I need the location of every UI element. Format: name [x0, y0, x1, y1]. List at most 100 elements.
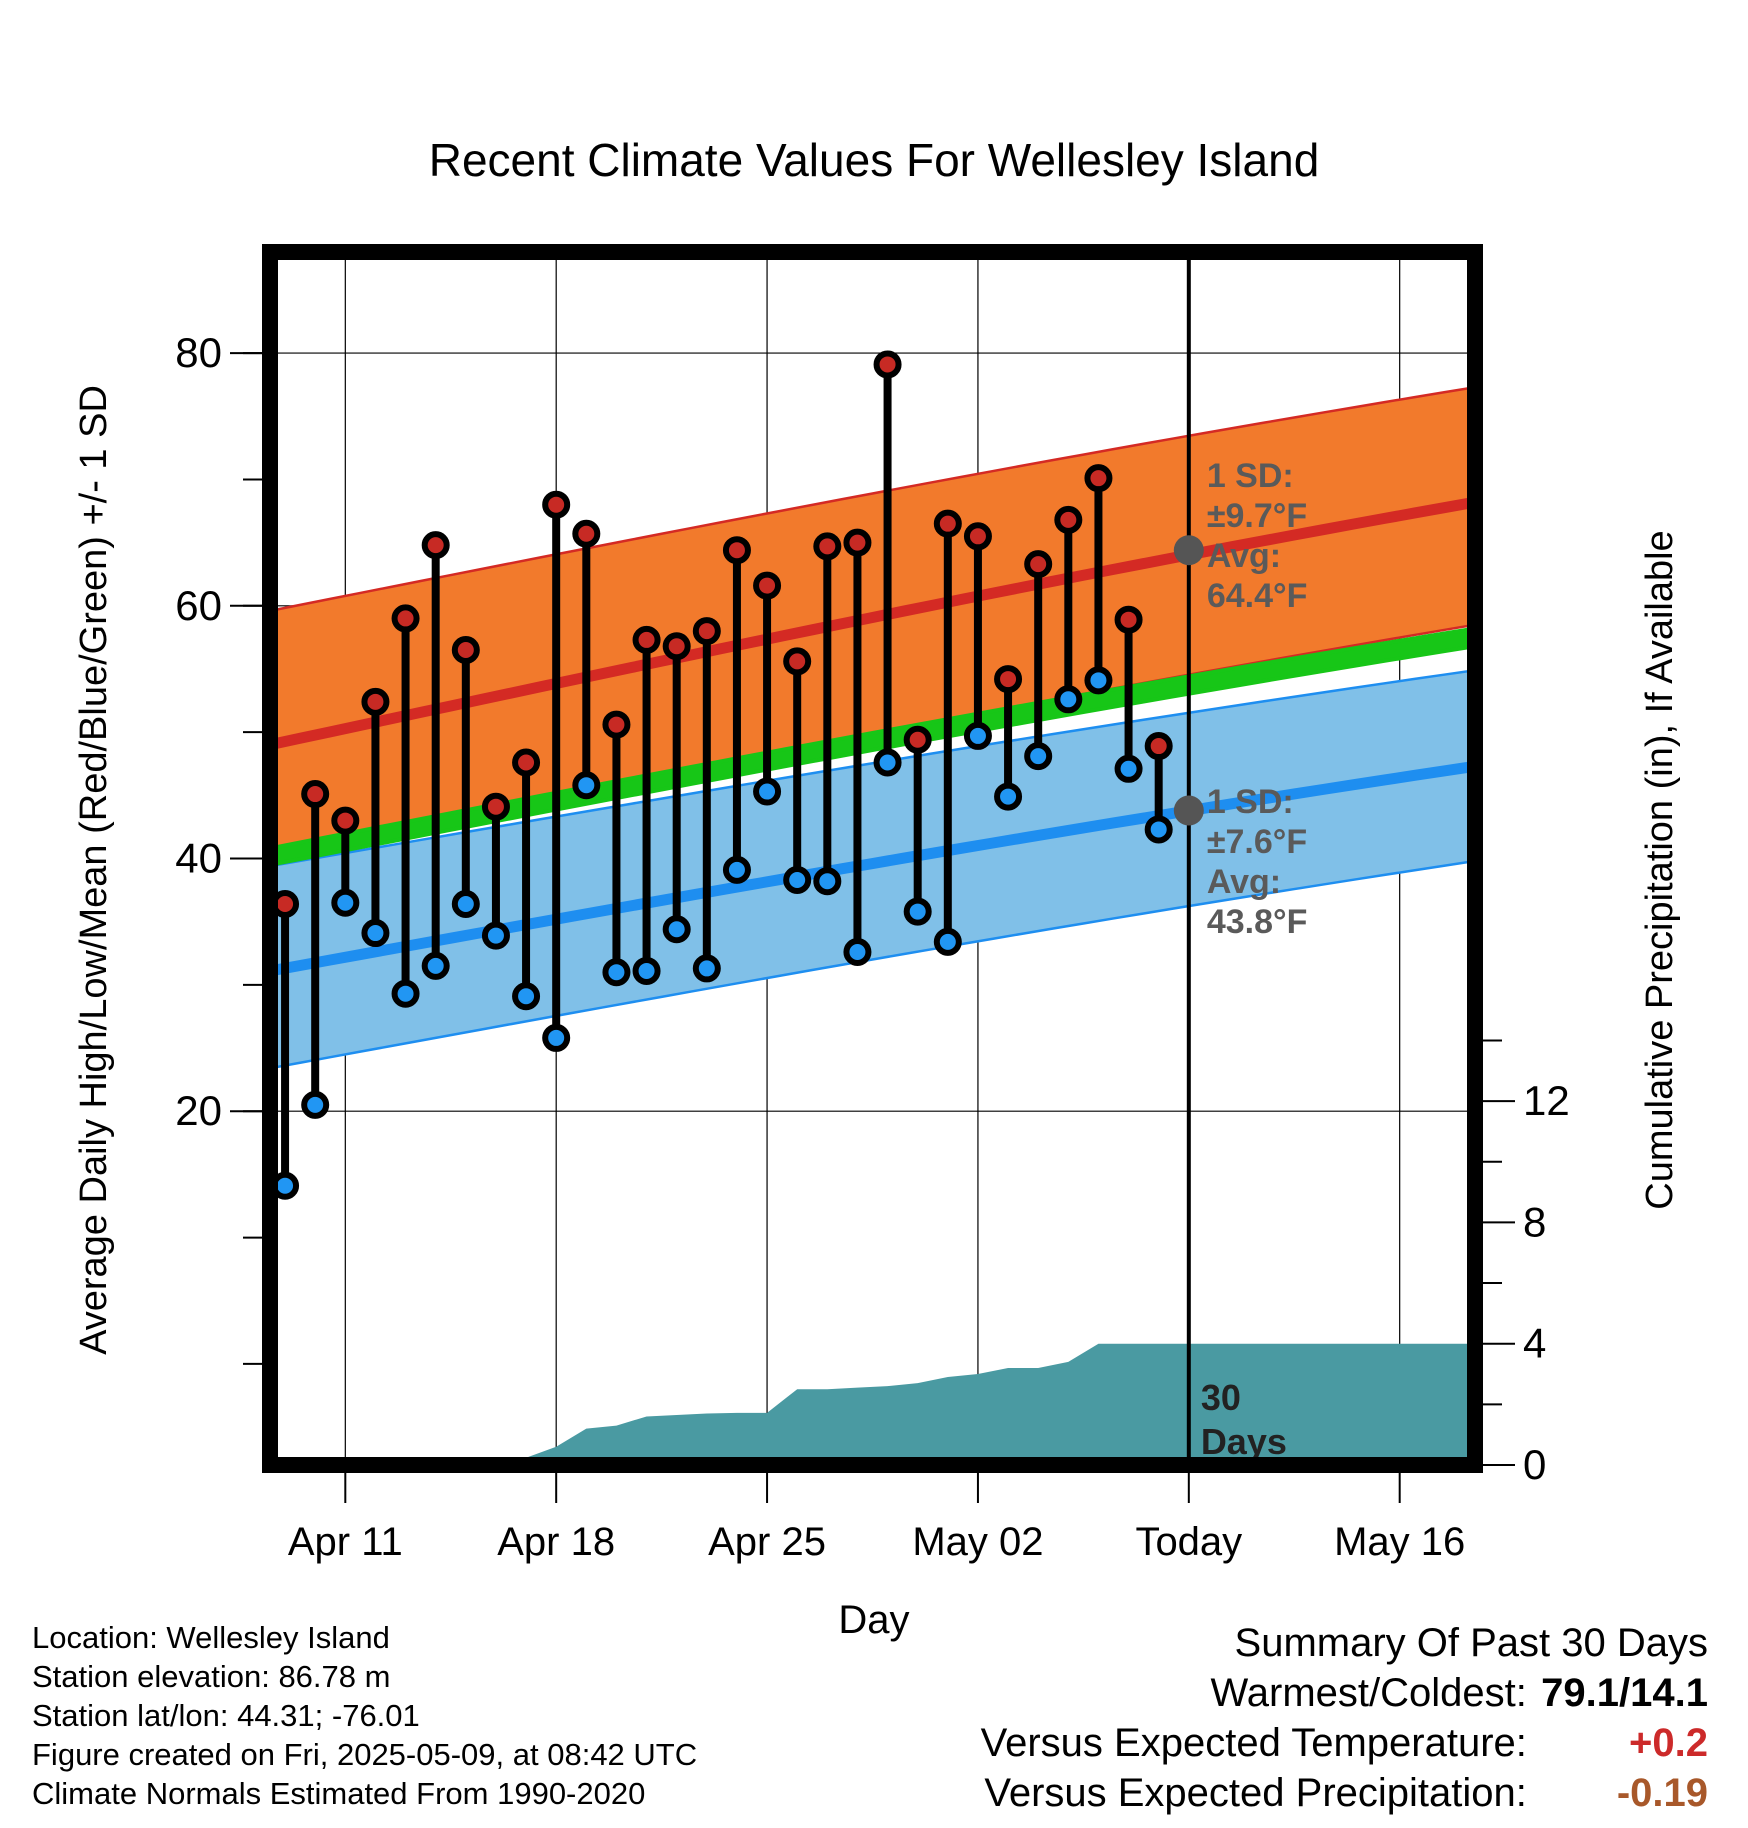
mean-band	[270, 626, 1475, 867]
x-tick-label: May 16	[1334, 1520, 1465, 1564]
low-temp-point	[933, 927, 962, 956]
created-text: Figure created on Fri, 2025-05-09, at 08…	[32, 1737, 698, 1772]
high-temp-point	[451, 636, 480, 665]
precip-tick-label: 0	[1523, 1441, 1546, 1488]
high-temp-point	[1024, 550, 1053, 579]
high-temp-point	[1084, 464, 1113, 493]
high-temp-point	[1114, 605, 1143, 634]
low-temp-point	[692, 954, 721, 983]
low-temp-point	[1144, 815, 1173, 844]
x-tick-label: Apr 11	[288, 1520, 403, 1564]
high-sd-upper-line	[270, 385, 1475, 613]
precipitation-area	[270, 1343, 1475, 1465]
high-temp-point	[963, 522, 992, 551]
high-temp-point	[933, 509, 962, 538]
high-temp-point	[753, 571, 782, 600]
y-axis-label: Average Daily High/Low/Mean (Red/Blue/Gr…	[73, 385, 115, 1355]
high-temp-point	[421, 531, 450, 560]
temp-label: Versus Expected Temperature:	[980, 1721, 1527, 1765]
x-axis: Apr 11 Apr 18 Apr 25 May 02 Today May 16	[288, 1473, 1465, 1564]
high-temp-point	[722, 536, 751, 565]
low-temp-point	[843, 938, 872, 967]
low-temp-point	[451, 889, 480, 918]
low-temp-point	[662, 915, 691, 944]
summary-warmest-coldest: Warmest/Coldest: 79.1/14.1	[981, 1668, 1709, 1718]
y-tick-label: 80	[175, 329, 222, 376]
high-temp-point	[632, 625, 661, 654]
warmest-coldest-label: Warmest/Coldest:	[1210, 1671, 1527, 1715]
high-temp-point	[813, 532, 842, 561]
low-temp-point	[722, 855, 751, 884]
precip-tick-label: 12	[1523, 1077, 1570, 1124]
precip-tick-label: 4	[1523, 1320, 1546, 1367]
high-temp-point	[873, 350, 902, 379]
y-axis-right: 0 4 8 12	[1483, 1039, 1570, 1488]
high-temp-point	[512, 748, 541, 777]
high-temp-point	[903, 725, 932, 754]
precip-label: Versus Expected Precipitation:	[984, 1771, 1527, 1815]
low-temp-point	[602, 958, 631, 987]
low-temp-point	[994, 782, 1023, 811]
high-normal-annotation: 1 SD: ±9.7°F Avg: 64.4°F	[1207, 457, 1308, 615]
low-temp-point	[391, 979, 420, 1008]
low-temp-point	[512, 982, 541, 1011]
today-high-avg-dot	[1173, 535, 1204, 566]
high-temp-point	[783, 647, 812, 676]
low-sd-lower-line	[270, 859, 1475, 1070]
summary-temp: Versus Expected Temperature: +0.2	[981, 1718, 1708, 1768]
low-temp-point	[361, 919, 390, 948]
latlon-text: Station lat/lon: 44.31; -76.01	[32, 1698, 420, 1733]
precip-tick-label: 8	[1523, 1198, 1546, 1245]
x-tick-label: Apr 25	[708, 1520, 826, 1564]
low-temp-point	[421, 951, 450, 980]
x-tick-label: Apr 18	[497, 1520, 615, 1564]
high-temp-point	[843, 528, 872, 557]
high-temp-point	[391, 604, 420, 633]
high-temp-point	[602, 710, 631, 739]
low-temp-point	[963, 721, 992, 750]
low-temp-point	[813, 867, 842, 896]
plot-frame	[262, 244, 1483, 1473]
location-text: Location: Wellesley Island	[32, 1620, 390, 1655]
high-temp-point	[692, 617, 721, 646]
low-temp-point	[873, 748, 902, 777]
high-temp-point	[572, 519, 601, 548]
chart-title: Recent Climate Values For Wellesley Isla…	[429, 134, 1320, 186]
low-normal-annotation: 1 SD: ±7.6°F Avg: 43.8°F	[1207, 783, 1308, 941]
low-temp-point	[1054, 685, 1083, 714]
summary-precip: Versus Expected Precipitation: -0.19	[981, 1768, 1708, 1818]
normals-text: Climate Normals Estimated From 1990-2020	[32, 1776, 646, 1811]
low-temp-point	[542, 1023, 571, 1052]
summary-panel: Summary Of Past 30 Days Warmest/Coldest:…	[981, 1618, 1708, 1818]
period-label: 30 Days	[1201, 1377, 1287, 1462]
high-temp-point	[301, 780, 330, 809]
low-temp-point	[1084, 666, 1113, 695]
high-avg-line	[270, 496, 1475, 751]
elevation-text: Station elevation: 86.78 m	[32, 1659, 391, 1694]
low-temp-point	[903, 897, 932, 926]
high-temp-point	[1054, 505, 1083, 534]
low-avg-line	[270, 760, 1475, 977]
high-temp-point	[361, 687, 390, 716]
high-temp-point	[994, 665, 1023, 694]
low-temp-point	[572, 771, 601, 800]
low-temp-point	[632, 956, 661, 985]
high-temp-point	[481, 792, 510, 821]
y-tick-label: 40	[175, 835, 222, 882]
high-temp-point	[542, 490, 571, 519]
low-sd-upper-line	[270, 668, 1475, 868]
summary-title: Summary Of Past 30 Days	[1234, 1621, 1708, 1665]
low-temp-point	[1114, 754, 1143, 783]
y-axis-left: 20 40 60 80	[175, 329, 262, 1365]
precip-value: -0.19	[1616, 1771, 1708, 1815]
y-tick-label: 60	[175, 582, 222, 629]
low-temp-point	[753, 777, 782, 806]
daily-observations	[271, 350, 1173, 1200]
high-temp-point	[662, 632, 691, 661]
temp-value: +0.2	[1629, 1721, 1708, 1765]
warmest-coldest-value: 79.1/14.1	[1541, 1671, 1708, 1715]
low-temp-point	[783, 865, 812, 894]
station-info: Location: Wellesley Island Station eleva…	[32, 1618, 697, 1813]
high-temp-point	[331, 806, 360, 835]
